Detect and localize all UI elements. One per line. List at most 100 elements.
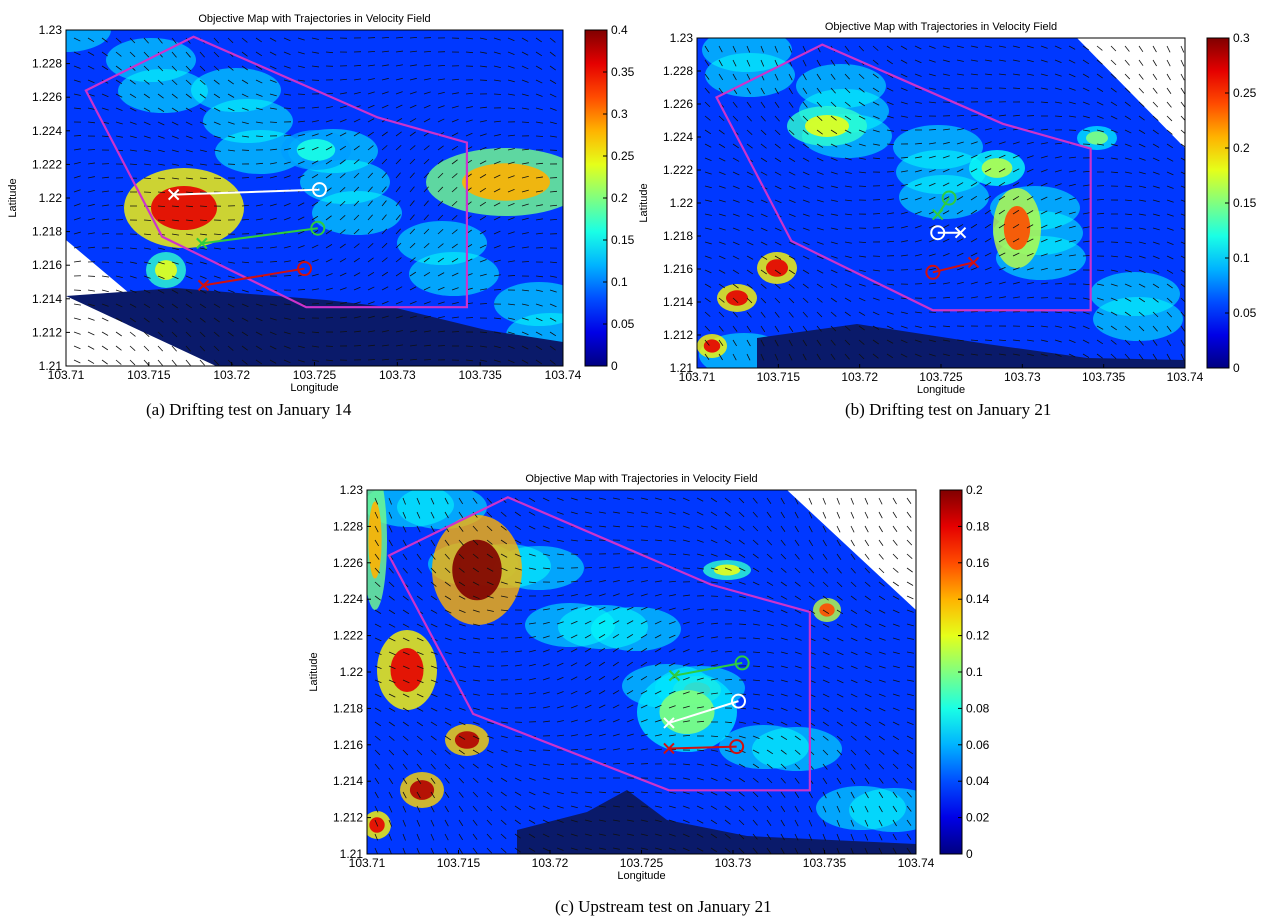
velocity-arrow (507, 79, 515, 83)
velocity-arrow (535, 93, 543, 97)
velocity-arrow (682, 819, 690, 824)
velocity-arrows (704, 45, 1185, 361)
velocity-arrow (640, 833, 648, 836)
velocity-arrow (858, 115, 866, 120)
velocity-arrow (535, 204, 543, 207)
velocity-arrow (297, 147, 305, 151)
velocity-arrow (892, 511, 898, 519)
velocity-arrow (528, 497, 536, 502)
velocity-arrow (374, 749, 381, 756)
velocity-arrow (878, 553, 884, 560)
velocity-arrow (640, 539, 649, 541)
velocity-arrow (451, 258, 459, 263)
velocity-arrow (507, 37, 515, 42)
velocity-arrow (640, 733, 648, 737)
velocity-arrow (255, 65, 263, 70)
velocity-arrow (129, 149, 137, 152)
velocity-arrow (227, 121, 235, 125)
velocity-arrow (850, 595, 857, 601)
trajectory-start-marker (734, 655, 750, 671)
velocity-arrow (1068, 170, 1076, 173)
velocity-arrow (311, 160, 319, 165)
land-mask-white (787, 490, 916, 610)
velocity-arrow (1166, 101, 1172, 108)
velocity-arrow (73, 161, 81, 165)
colorbar-tick-label: 0.1 (1233, 251, 1250, 265)
velocity-arrow (998, 223, 1006, 229)
velocity-arrow (199, 149, 207, 153)
velocity-arrow (388, 567, 394, 574)
velocity-arrow (640, 593, 648, 597)
velocity-arrow (654, 620, 662, 625)
velocity-arrow (1040, 325, 1048, 328)
velocity-arrow (1068, 353, 1076, 358)
x-tick-label: 103.72 (532, 856, 569, 870)
velocity-arrow (802, 213, 810, 217)
velocity-arrow (802, 311, 808, 318)
y-tick-label: 1.222 (32, 157, 62, 171)
velocity-arrow (143, 233, 152, 236)
velocity-arrow (325, 187, 332, 193)
velocity-arrow (1082, 45, 1090, 51)
velocity-arrow (325, 273, 333, 277)
velocity-arrow (500, 539, 508, 545)
velocity-arrow (808, 581, 815, 587)
velocity-arrow (710, 539, 718, 544)
velocity-arrow (850, 511, 855, 519)
velocity-arrow (872, 353, 879, 359)
velocity-arrow (1026, 353, 1034, 356)
velocity-arrow (760, 45, 764, 53)
velocity-arrow (479, 146, 487, 151)
velocity-arrow (227, 331, 234, 337)
velocity-arrow (710, 735, 719, 738)
velocity-arrow (612, 805, 620, 808)
velocity-arrow (199, 247, 207, 250)
velocity-arrow (129, 247, 137, 250)
velocity-arrow (129, 359, 136, 366)
velocity-arrow (514, 749, 522, 753)
velocity-arrow (906, 553, 913, 559)
chart-title: Objective Map with Trajectories in Veloc… (825, 21, 1057, 33)
velocity-arrow (836, 511, 841, 519)
velocity-arrow (297, 216, 305, 221)
colorbar-tick-label: 0.4 (611, 23, 628, 37)
velocity-arrow (984, 238, 992, 243)
velocity-arrow (942, 339, 950, 342)
velocity-arrow (521, 317, 529, 321)
velocity-arrow (998, 353, 1006, 356)
velocity-arrow (73, 260, 81, 263)
velocity-arrow (780, 665, 788, 669)
colorbar-tick-label: 0 (1233, 361, 1240, 375)
velocity-arrow (1054, 73, 1062, 77)
velocity-arrow (507, 275, 516, 277)
velocity-arrow (872, 143, 880, 146)
velocity-arrow (1124, 185, 1132, 188)
velocity-arrow (802, 143, 810, 149)
velocity-arrow (353, 159, 360, 165)
velocity-arrow (213, 37, 220, 44)
velocity-arrow (788, 325, 794, 333)
velocity-arrow (395, 330, 403, 333)
velocity-arrow (395, 145, 402, 151)
velocity-arrow (353, 286, 361, 291)
velocity-arrow (878, 511, 883, 519)
velocity-arrow (87, 65, 95, 70)
velocity-arrow (227, 275, 235, 279)
velocity-arrow (844, 241, 852, 244)
velocity-arrow (171, 107, 179, 113)
velocity-arrow (816, 129, 823, 135)
velocity-arrow (878, 581, 885, 587)
velocity-arrow (514, 833, 521, 839)
velocity-arrow (738, 511, 745, 518)
velocity-arrow (297, 134, 305, 137)
velocity-field-patch (1090, 272, 1180, 316)
velocity-arrow (1110, 115, 1118, 120)
velocity-arrow (213, 121, 221, 126)
velocity-arrow (864, 553, 870, 560)
velocity-arrow (704, 143, 712, 148)
velocity-arrow (892, 637, 900, 641)
velocity-arrow (1068, 156, 1076, 159)
velocity-arrow (542, 553, 550, 556)
velocity-arrow (381, 315, 389, 319)
velocity-arrow (1110, 255, 1118, 258)
